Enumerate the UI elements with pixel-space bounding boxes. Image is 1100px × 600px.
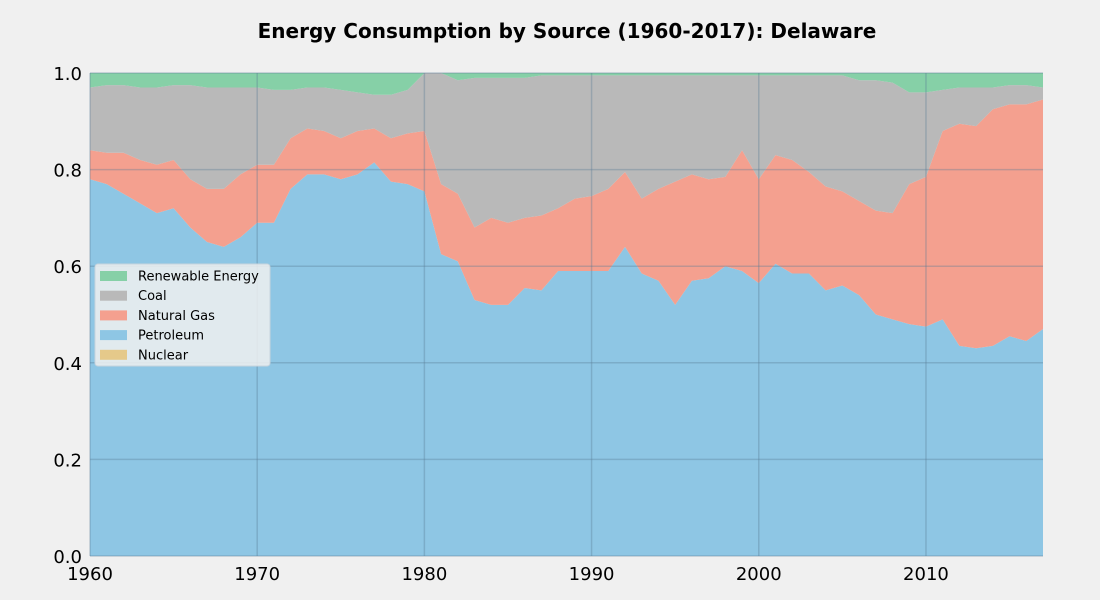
x-tick-label: 1960 xyxy=(67,564,113,585)
legend-label-natural-gas: Natural Gas xyxy=(138,309,215,324)
y-axis-ticks: 0.0 0.2 0.4 0.6 0.8 1.0 xyxy=(53,64,82,568)
x-tick-label: 1970 xyxy=(234,564,280,585)
x-tick-label: 1990 xyxy=(569,564,615,585)
chart-title: Energy Consumption by Source (1960-2017)… xyxy=(258,19,877,43)
legend-box xyxy=(94,263,271,367)
legend: Renewable Energy Coal Natural Gas Petroleum… xyxy=(94,263,271,367)
y-tick-label: 1.0 xyxy=(53,64,82,85)
legend-label-renewable-energy: Renewable Energy xyxy=(138,270,259,285)
legend-label-nuclear: Nuclear xyxy=(138,348,189,363)
y-tick-label: 0.4 xyxy=(53,354,82,375)
y-tick-label: 0.8 xyxy=(53,161,82,182)
legend-label-coal: Coal xyxy=(138,289,167,304)
x-axis-ticks: 1960 1970 1980 1990 2000 2010 xyxy=(67,564,949,585)
legend-swatch-coal xyxy=(100,290,127,301)
y-tick-label: 0.6 xyxy=(53,257,82,278)
x-tick-label: 1980 xyxy=(401,564,447,585)
legend-swatch-petroleum xyxy=(100,330,127,341)
area-petroleum xyxy=(90,162,1043,557)
legend-swatch-renewable-energy xyxy=(100,271,127,281)
x-tick-label: 2000 xyxy=(736,564,782,585)
grid-lines xyxy=(89,72,1043,557)
y-tick-label: 0.0 xyxy=(53,547,82,568)
x-tick-label: 2010 xyxy=(903,564,949,585)
plot-areas xyxy=(90,73,1043,557)
y-tick-label: 0.2 xyxy=(53,450,82,471)
legend-swatch-nuclear xyxy=(100,349,127,360)
area-natural-gas xyxy=(90,99,1043,349)
legend-label-petroleum: Petroleum xyxy=(138,329,204,344)
area-renewable-energy xyxy=(90,73,1043,95)
area-coal xyxy=(90,73,1043,228)
legend-swatch-natural-gas xyxy=(100,310,127,321)
